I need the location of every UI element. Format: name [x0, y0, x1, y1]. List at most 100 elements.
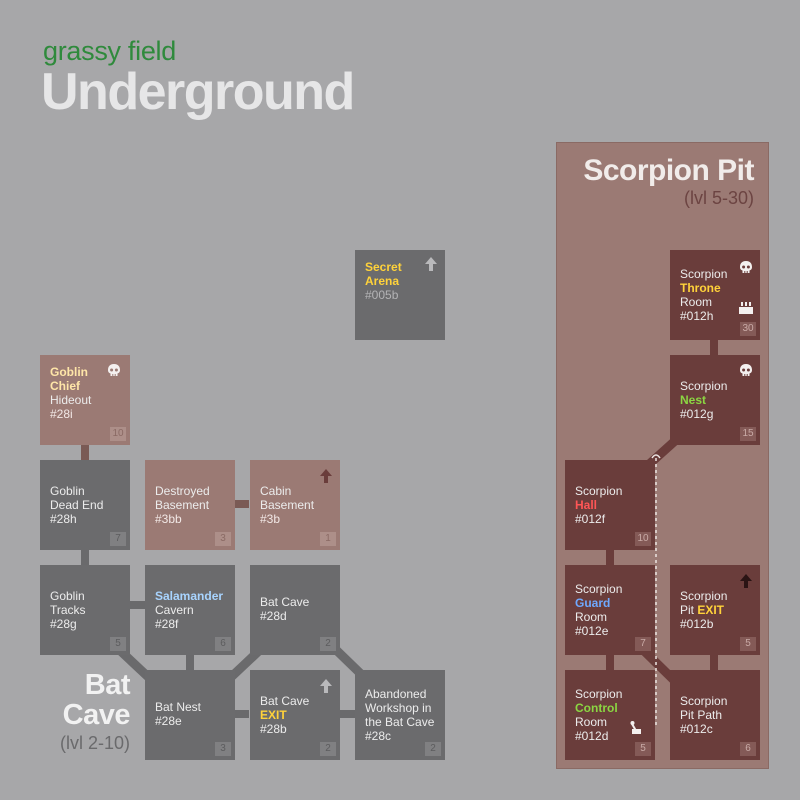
room-name: Destroyed [155, 484, 210, 498]
room-name: Scorpion [575, 582, 623, 596]
room-code: #28d [260, 609, 287, 623]
room-level: 30 [740, 322, 756, 336]
room-code: #012f [575, 512, 606, 526]
pit-exit-text: Pit EXIT [680, 603, 725, 617]
room-level: 7 [635, 637, 651, 651]
skull-icon [738, 363, 754, 379]
room-bat-cave-exit[interactable]: Bat Cave EXIT #28b 2 [250, 670, 340, 760]
room-level: 10 [110, 427, 126, 441]
room-name: EXIT [260, 708, 287, 722]
room-cabin-basement[interactable]: Cabin Basement #3b 1 [250, 460, 340, 550]
room-name: Scorpion [680, 589, 728, 603]
room-name: Hall [575, 498, 598, 512]
room-name: Nest [680, 393, 707, 407]
chest-icon [738, 300, 754, 316]
connector [606, 550, 614, 565]
hidden-passage-marker [651, 454, 661, 459]
room-name: Goblin [50, 484, 85, 498]
room-name: Scorpion [680, 267, 728, 281]
room-code: #28c [365, 729, 392, 743]
room-level: 15 [740, 427, 756, 441]
room-name: Control [575, 701, 618, 715]
room-code: #012d [575, 729, 609, 743]
room-code: #012c [680, 722, 713, 736]
room-level: 3 [215, 532, 231, 546]
room-code: #28b [260, 722, 287, 736]
skull-icon [738, 260, 754, 276]
room-destroyed-basement[interactable]: Destroyed Basement #3bb 3 [145, 460, 235, 550]
bat-cave-title-line: Bat [84, 669, 131, 701]
connector [235, 710, 249, 718]
room-scorpion-throne[interactable]: Scorpion Throne Room #012h 30 [670, 250, 760, 340]
connector [186, 655, 194, 670]
room-name: Throne [680, 281, 721, 295]
up-arrow-icon [423, 256, 439, 272]
bat-cave-title-line: Cave [62, 699, 131, 731]
room-scorpion-pit-exit[interactable]: Scorpion Pit EXIT #012b 5 [670, 565, 760, 655]
room-name: Scorpion [575, 484, 623, 498]
connector [235, 500, 249, 508]
room-name: Scorpion [680, 694, 728, 708]
room-name: Abandoned [365, 687, 427, 701]
room-level: 1 [320, 532, 336, 546]
room-name: Basement [155, 498, 210, 512]
room-name: the Bat Cave [365, 715, 435, 729]
lever-icon [630, 720, 646, 736]
room-name: Bat Cave [260, 595, 310, 609]
room-name: Pit Path [680, 708, 723, 722]
room-name: Goblin [50, 589, 85, 603]
room-level: 6 [215, 637, 231, 651]
room-scorpion-pit-path[interactable]: Scorpion Pit Path #012c 6 [670, 670, 760, 760]
room-name: Dead End [50, 498, 104, 512]
room-code: #28h [50, 512, 77, 526]
room-name: Bat Cave [260, 694, 310, 708]
room-level: 2 [425, 742, 441, 756]
room-scorpion-guard[interactable]: Scorpion Guard Room #012e 7 [565, 565, 655, 655]
room-scorpion-control[interactable]: Scorpion Control Room #012d 5 [565, 670, 655, 760]
scorpion-pit-level-range: (lvl 5-30) [683, 188, 754, 208]
room-code: #28g [50, 617, 77, 631]
room-scorpion-hall[interactable]: Scorpion Hall #012f 10 [565, 460, 655, 550]
room-name: Scorpion [680, 379, 728, 393]
up-arrow-icon [318, 468, 334, 484]
room-name: Room [575, 715, 608, 729]
room-name: Pit EXIT [680, 603, 760, 617]
room-bat-cave-28d[interactable]: Bat Cave #28d 2 [250, 565, 340, 655]
up-arrow-icon [738, 573, 754, 589]
room-level: 3 [215, 742, 231, 756]
room-level: 7 [110, 532, 126, 546]
room-abandoned-workshop[interactable]: Abandoned Workshop in the Bat Cave #28c … [355, 670, 445, 760]
exit-label: EXIT [697, 603, 725, 617]
room-name: Goblin [50, 365, 88, 379]
room-name: Guard [575, 596, 611, 610]
room-level: 6 [740, 742, 756, 756]
room-goblin-tracks[interactable]: Goblin Tracks #28g 5 [40, 565, 130, 655]
room-name: Cabin [260, 484, 292, 498]
room-goblin-chief-hideout[interactable]: Goblin Chief Hideout #28i 10 [40, 355, 130, 445]
bat-cave-title: Bat Cave [50, 669, 131, 731]
room-name: Arena [365, 274, 400, 288]
room-level: 5 [635, 742, 651, 756]
room-name: Basement [260, 498, 315, 512]
room-code: #28f [155, 617, 179, 631]
room-salamander-cavern[interactable]: Salamander Cavern #28f 6 [145, 565, 235, 655]
room-code: #012e [575, 624, 609, 638]
room-goblin-dead-end[interactable]: Goblin Dead End #28h 7 [40, 460, 130, 550]
room-scorpion-nest[interactable]: Scorpion Nest #012g 15 [670, 355, 760, 445]
room-level: 5 [740, 637, 756, 651]
connector [81, 550, 89, 565]
room-name: Chief [50, 379, 80, 393]
room-level: 2 [320, 637, 336, 651]
room-name: Workshop in [365, 701, 432, 715]
bat-cave-level-range: (lvl 2-10) [59, 733, 130, 753]
connector [606, 655, 614, 670]
room-name: Hideout [50, 393, 92, 407]
skull-icon [106, 363, 122, 379]
room-name: Secret [365, 260, 402, 274]
room-code: #012h [680, 309, 714, 323]
room-secret-arena[interactable]: Secret Arena #005b [355, 250, 445, 340]
room-bat-nest[interactable]: Bat Nest #28e 3 [145, 670, 235, 760]
room-code: #3b [260, 512, 281, 526]
room-name: Room [680, 295, 713, 309]
room-code: #012b [680, 617, 714, 631]
